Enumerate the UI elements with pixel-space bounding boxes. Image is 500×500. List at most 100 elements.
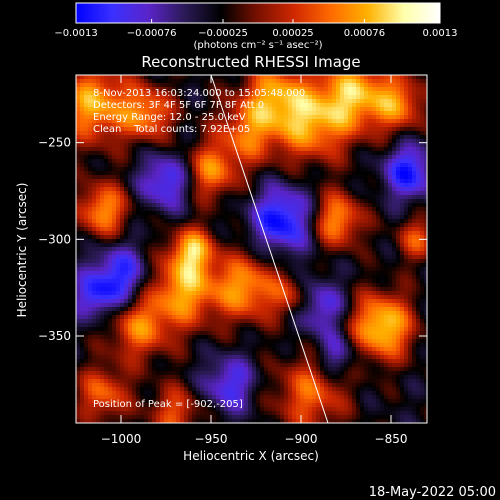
heatmap-cell [280,331,285,336]
heatmap-cell [288,95,293,100]
heatmap-cell [268,235,273,240]
heatmap-cell [76,263,81,268]
heatmap-cell [140,419,145,423]
heatmap-cell [240,191,245,196]
heatmap-cell [100,199,105,204]
heatmap-cell [76,247,81,252]
heatmap-cell [300,379,305,384]
heatmap-cell [120,207,125,212]
heatmap-cell [284,147,289,152]
heatmap-cell [188,403,193,408]
heatmap-cell [112,363,117,368]
heatmap-cell [268,311,273,316]
heatmap-cell [284,335,289,340]
heatmap-cell [112,159,117,164]
heatmap-cell [92,367,97,372]
heatmap-cell [88,167,93,172]
heatmap-cell [104,251,109,256]
heatmap-cell [128,107,133,112]
heatmap-cell [172,287,177,292]
heatmap-cell [92,91,97,96]
heatmap-cell [252,83,257,88]
heatmap-cell [244,355,249,360]
heatmap-cell [304,107,309,112]
heatmap-cell [152,299,157,304]
heatmap-cell [248,259,253,264]
heatmap-cell [148,243,153,248]
heatmap-cell [248,415,253,420]
heatmap-cell [224,87,229,92]
heatmap-cell [108,199,113,204]
heatmap-cell [112,355,117,360]
heatmap-cell [108,291,113,296]
heatmap-cell [144,167,149,172]
heatmap-cell [100,319,105,324]
heatmap-cell [196,379,201,384]
heatmap-cell [172,139,177,144]
heatmap-cell [252,355,257,360]
heatmap-cell [208,79,213,84]
heatmap-cell [100,79,105,84]
heatmap-cell [200,395,205,400]
heatmap-cell [184,235,189,240]
heatmap-cell [220,331,225,336]
heatmap-cell [120,267,125,272]
heatmap-cell [172,299,177,304]
heatmap-cell [172,171,177,176]
heatmap-cell [160,387,165,392]
heatmap-cell [280,119,285,124]
heatmap-cell [100,99,105,104]
heatmap-cell [180,331,185,336]
heatmap-cell [268,307,273,312]
heatmap-cell [192,143,197,148]
heatmap-cell [216,127,221,132]
heatmap-cell [100,411,105,416]
heatmap-cell [204,335,209,340]
heatmap-cell [152,247,157,252]
heatmap-cell [152,351,157,356]
heatmap-cell [288,283,293,288]
heatmap-cell [204,271,209,276]
heatmap-cell [292,99,297,104]
heatmap-cell [220,203,225,208]
heatmap-cell [164,179,169,184]
heatmap-cell [112,335,117,340]
heatmap-cell [212,79,217,84]
heatmap-cell [268,419,273,423]
heatmap-cell [272,367,277,372]
heatmap-cell [76,319,81,324]
heatmap-cell [172,291,177,296]
heatmap-cell [232,303,237,308]
heatmap-cell [184,207,189,212]
heatmap-cell [192,387,197,392]
heatmap-cell [288,223,293,228]
heatmap-cell [204,315,209,320]
heatmap-cell [188,95,193,100]
heatmap-cell [236,119,241,124]
heatmap-cell [288,243,293,248]
heatmap-cell [200,103,205,108]
heatmap-cell [256,151,261,156]
heatmap-cell [184,203,189,208]
heatmap-cell [76,403,81,408]
heatmap-cell [168,255,173,260]
heatmap-cell [296,215,301,220]
heatmap-cell [276,375,281,380]
heatmap-cell [192,379,197,384]
heatmap-cell [80,195,85,200]
heatmap-cell [84,243,89,248]
heatmap-cell [132,191,137,196]
heatmap-cell [252,295,257,300]
heatmap-cell [164,291,169,296]
heatmap-cell [124,87,129,92]
heatmap-cell [148,335,153,340]
heatmap-cell [96,339,101,344]
heatmap-cell [216,139,221,144]
heatmap-cell [120,211,125,216]
heatmap-cell [284,319,289,324]
heatmap-cell [280,411,285,416]
heatmap-cell [296,187,301,192]
heatmap-cell [188,231,193,236]
heatmap-cell [160,223,165,228]
heatmap-cell [164,275,169,280]
